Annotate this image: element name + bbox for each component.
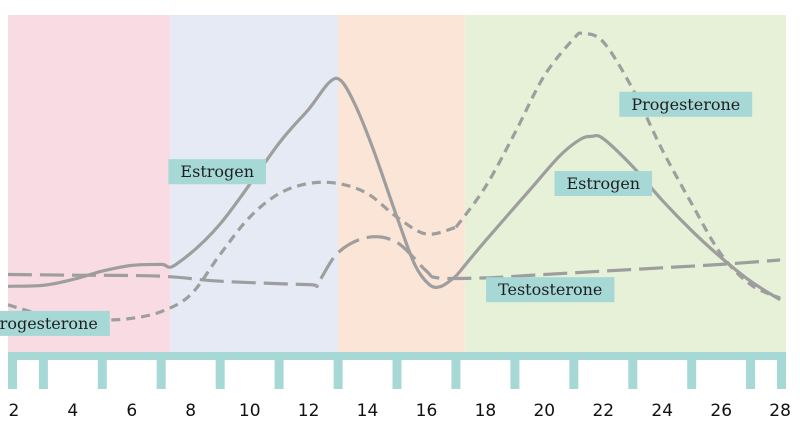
axis-tick-mark (746, 352, 756, 389)
axis-tick-mark (274, 352, 284, 389)
x-tick-label: 2 (8, 401, 19, 421)
axis-tick-mark (569, 352, 579, 389)
x-tick-label: 8 (185, 401, 196, 421)
x-tick-label: 10 (239, 401, 261, 421)
axis-tick-mark (628, 352, 638, 389)
annotation-text: Estrogen (566, 174, 640, 193)
x-tick-label: 24 (651, 401, 673, 421)
annotation-text: Progesterone (0, 314, 98, 333)
axis-tick-mark (687, 352, 697, 389)
phase-band-3 (338, 15, 465, 352)
x-tick-label: 18 (475, 401, 497, 421)
axis-end-left (8, 352, 17, 389)
line-labels: Estrogen Progesterone Estrogen Progesterone… (0, 91, 753, 336)
axis-tick-mark (97, 352, 107, 389)
annotation-box (168, 159, 266, 185)
x-tick-label: 28 (769, 401, 791, 421)
annotation-box (0, 310, 110, 336)
axis-tick-mark (451, 352, 461, 389)
series-line-progesterone-cycle-2 (454, 31, 781, 300)
annotation-progesterone-4: Progesterone (619, 91, 753, 117)
series-line-testosterone (7, 235, 781, 288)
x-tick-label: 16 (416, 401, 438, 421)
annotation-estrogen-1: Estrogen (168, 159, 266, 185)
series-line-estrogen-cycle-2 (454, 133, 781, 302)
annotation-progesterone-2: Progesterone (0, 310, 110, 336)
axis-end-right (777, 352, 786, 389)
axis-tick-mark (38, 352, 48, 389)
axis-tick-mark (392, 352, 402, 389)
axis-tick-mark (510, 352, 520, 389)
x-axis: 2 4 6 8 10 12 14 16 18 20 22 24 26 28 (8, 352, 791, 421)
annotation-box (619, 91, 753, 117)
x-tick-label: 12 (298, 401, 320, 421)
annotation-text: Testosterone (498, 280, 602, 299)
annotation-box (486, 277, 615, 303)
x-tick-label: 26 (710, 401, 732, 421)
x-tick-label: 6 (126, 401, 137, 421)
x-tick-label: 14 (357, 401, 379, 421)
x-tick-label: 4 (67, 401, 78, 421)
x-tick-label: 20 (533, 401, 555, 421)
phase-band-1 (8, 15, 171, 352)
annotation-text: Progesterone (631, 95, 740, 114)
annotation-box (554, 171, 653, 196)
series-line-estrogen-cycle-1 (7, 76, 457, 289)
axis-tick-mark (333, 352, 343, 389)
x-tick-label: 22 (592, 401, 614, 421)
annotation-text: Estrogen (180, 162, 254, 181)
phase-backgrounds (8, 15, 786, 352)
axis-tick-mark (156, 352, 166, 389)
axis-tick-mark (215, 352, 225, 389)
annotation-estrogen-3: Estrogen (554, 171, 653, 196)
annotation-testosterone-5: Testosterone (486, 277, 615, 303)
